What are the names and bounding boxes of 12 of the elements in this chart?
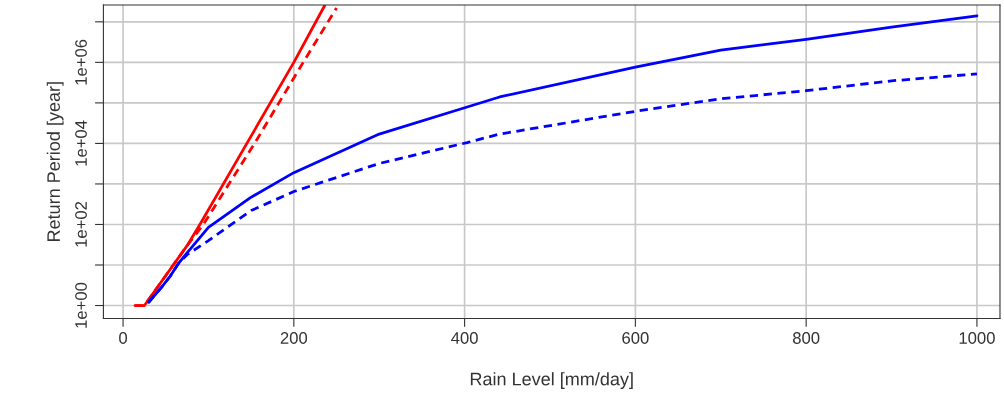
x-tick-label: 600 xyxy=(622,332,649,344)
x-tick-label: 400 xyxy=(451,332,478,344)
x-axis-title: Rain Level [mm/day] xyxy=(470,372,633,389)
x-tick-label: 200 xyxy=(280,332,308,344)
y-tick-label: 1e+04 xyxy=(75,120,87,166)
x-tick-label: 1000 xyxy=(959,332,995,344)
y-tick-label: 1e+06 xyxy=(75,39,87,85)
y-tick-label: 1e+00 xyxy=(75,282,87,328)
x-tick-label: 0 xyxy=(119,332,128,344)
x-tick-label: 800 xyxy=(792,332,820,344)
y-axis-title: Return Period [year] xyxy=(46,82,64,242)
y-tick-label: 1e+02 xyxy=(75,201,87,247)
